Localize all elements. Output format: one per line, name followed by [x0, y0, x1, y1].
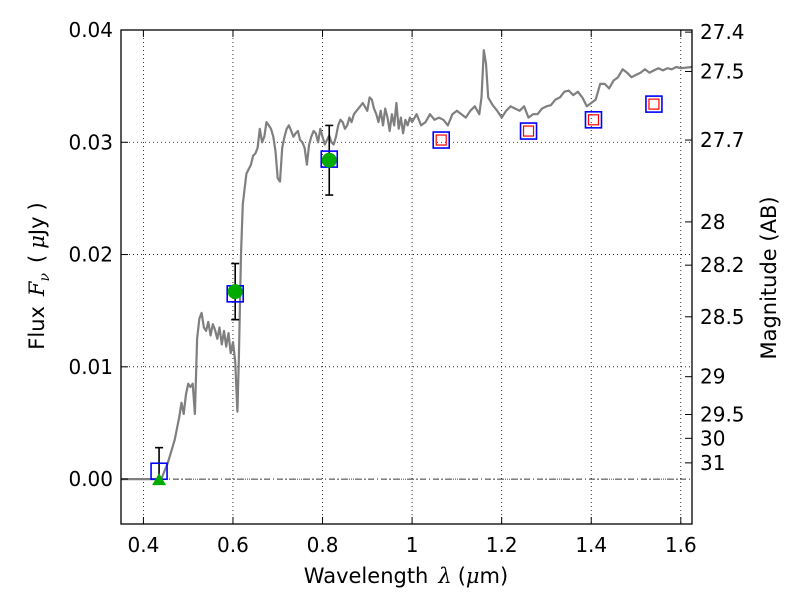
tick-marks	[121, 29, 692, 524]
upper-limit-square	[522, 125, 535, 137]
x-tick-label: 1.4	[575, 533, 607, 557]
y-axis-label-sub: ν	[37, 272, 53, 281]
y-tick-label: 0.02	[68, 243, 113, 267]
y-axis-label: Flux Fν ( μJy)	[25, 202, 53, 349]
data-markers	[150, 95, 663, 486]
y2-tick-label: 27.7	[700, 128, 745, 152]
upper-limit-square	[587, 114, 600, 126]
upper-limit-square	[648, 98, 660, 110]
detection-point	[321, 152, 337, 168]
x-axis-label-unit-rest: m)	[480, 564, 509, 588]
x-tick-label: 0.6	[217, 533, 249, 557]
x-tick-label: 0.8	[307, 533, 339, 557]
x-tick-label: 1.6	[665, 533, 697, 557]
y2-tick-label: 27.5	[700, 59, 745, 83]
y-axis-label-symbol: F	[25, 280, 49, 297]
upper-limit-square	[435, 134, 447, 146]
model-sed-line	[121, 49, 693, 481]
y-axis-label-unit-open: (	[25, 255, 49, 263]
y-tick-label: 0.03	[68, 130, 113, 154]
y2-tick-label: 29	[700, 365, 725, 389]
x-axis-label: Wavelength λ (μm)	[304, 564, 508, 588]
y2-tick-label: 27.4	[700, 20, 745, 44]
model-photometry-square	[432, 131, 451, 149]
y-tick-label: 0.04	[68, 18, 113, 42]
y-tick-labels: 0.00 0.01 0.02 0.03 0.04	[68, 18, 113, 491]
x-tick-label: 1.2	[486, 533, 518, 557]
model-photometry-square	[645, 95, 663, 113]
x-axis-label-prefix: Wavelength	[304, 564, 429, 588]
non-detection-triangle	[152, 473, 167, 486]
y-tick-label: 0.00	[68, 467, 113, 491]
y-axis-label-unit-close: )	[25, 202, 49, 210]
x-tick-label: 1	[406, 533, 419, 557]
x-tick-labels: 0.4 0.6 0.8 1 1.2 1.4 1.6	[127, 533, 696, 557]
x-axis-label-symbol: λ	[437, 564, 451, 588]
y2-tick-label: 28	[700, 210, 725, 234]
plot-frame	[120, 29, 693, 525]
detection-point	[227, 284, 243, 300]
y-axis-label-unit-rest: Jy	[25, 216, 49, 237]
y2-tick-label: 31	[700, 451, 725, 475]
y-axis-label-unit-mu: μ	[25, 235, 49, 249]
x-tick-label: 0.4	[127, 533, 159, 557]
y2-tick-label: 28.5	[700, 305, 745, 329]
y2-tick-label: 28.2	[700, 253, 745, 277]
model-sed-series	[121, 49, 693, 481]
y-tick-label: 0.01	[68, 355, 113, 379]
y2-tick-label: 30	[700, 426, 725, 450]
model-photometry-square	[584, 111, 603, 129]
model-photometry-square	[519, 122, 538, 140]
x-axis-label-unit-mu: μ	[466, 564, 480, 588]
y2-tick-label: 29.5	[700, 402, 745, 426]
y-axis-label-prefix: Flux	[25, 306, 49, 350]
y2-axis-label: Magnitude (AB)	[757, 196, 781, 359]
x-axis-label-unit-open: (	[458, 564, 466, 588]
